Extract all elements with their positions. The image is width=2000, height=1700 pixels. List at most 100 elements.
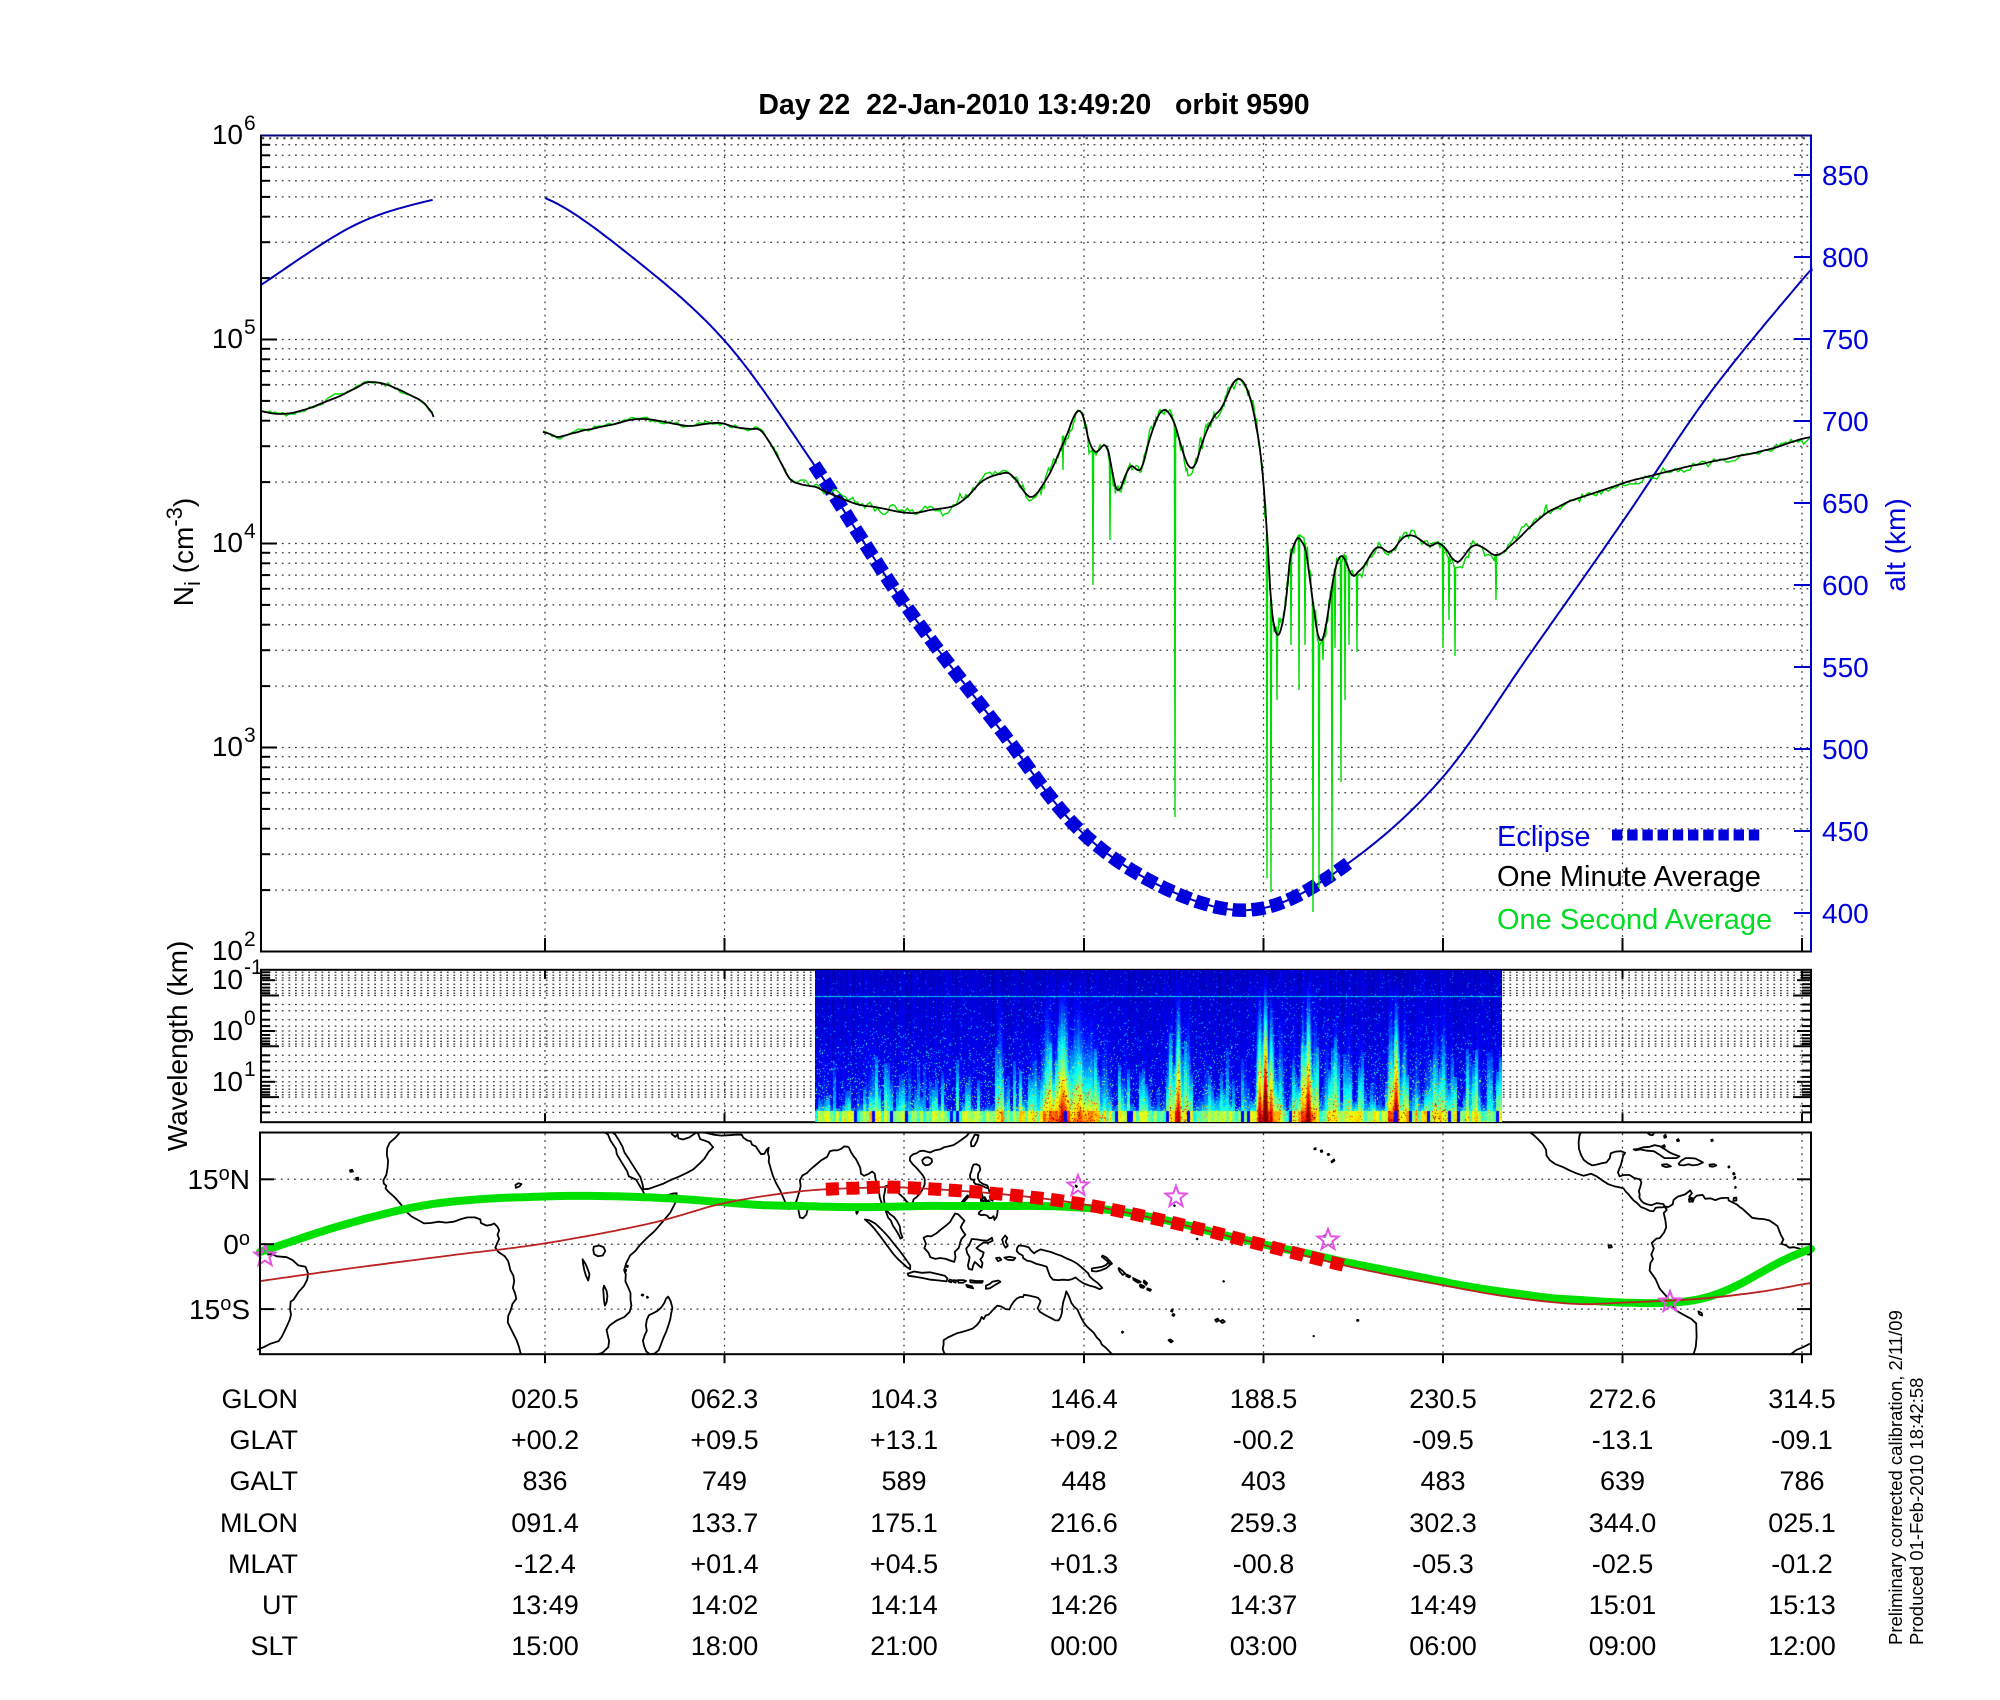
svg-text:+09.5: +09.5 — [690, 1425, 758, 1455]
svg-text:-12.4: -12.4 — [514, 1549, 576, 1579]
svg-text:700: 700 — [1822, 406, 1869, 437]
svg-text:0o: 0o — [223, 1228, 250, 1260]
svg-text:Produced 01-Feb-2010 18:42:58: Produced 01-Feb-2010 18:42:58 — [1906, 1378, 1927, 1645]
svg-text:5: 5 — [244, 316, 256, 339]
svg-text:-09.5: -09.5 — [1412, 1425, 1474, 1455]
svg-text:10: 10 — [212, 119, 243, 150]
svg-text:400: 400 — [1822, 898, 1869, 929]
svg-text:344.0: 344.0 — [1589, 1508, 1657, 1538]
svg-text:10: 10 — [212, 1066, 243, 1097]
svg-text:786: 786 — [1779, 1466, 1824, 1496]
svg-text:-13.1: -13.1 — [1592, 1425, 1654, 1455]
svg-text:10: 10 — [212, 1015, 243, 1046]
svg-text:272.6: 272.6 — [1589, 1384, 1657, 1414]
svg-text:448: 448 — [1061, 1466, 1106, 1496]
svg-text:2: 2 — [244, 928, 256, 951]
svg-text:550: 550 — [1822, 652, 1869, 683]
svg-text:-00.2: -00.2 — [1233, 1425, 1295, 1455]
svg-text:639: 639 — [1600, 1466, 1645, 1496]
svg-text:146.4: 146.4 — [1050, 1384, 1118, 1414]
svg-text:alt (km): alt (km) — [1880, 498, 1911, 591]
svg-text:MLON: MLON — [220, 1508, 298, 1538]
svg-text:10: 10 — [212, 964, 243, 995]
svg-text:230.5: 230.5 — [1409, 1384, 1477, 1414]
svg-text:314.5: 314.5 — [1768, 1384, 1836, 1414]
svg-text:403: 403 — [1241, 1466, 1286, 1496]
svg-text:+01.3: +01.3 — [1050, 1549, 1118, 1579]
svg-text:133.7: 133.7 — [691, 1508, 759, 1538]
svg-text:4: 4 — [244, 520, 256, 543]
svg-text:091.4: 091.4 — [511, 1508, 579, 1538]
svg-text:GLON: GLON — [221, 1384, 298, 1414]
svg-text:650: 650 — [1822, 488, 1869, 519]
svg-text:450: 450 — [1822, 816, 1869, 847]
svg-text:589: 589 — [881, 1466, 926, 1496]
svg-text:-00.8: -00.8 — [1233, 1549, 1295, 1579]
svg-text:Ni (cm-3): Ni (cm-3) — [162, 498, 205, 606]
svg-text:188.5: 188.5 — [1230, 1384, 1298, 1414]
svg-text:+13.1: +13.1 — [870, 1425, 938, 1455]
svg-text:750: 750 — [1822, 324, 1869, 355]
svg-text:025.1: 025.1 — [1768, 1508, 1836, 1538]
svg-text:12:00: 12:00 — [1768, 1631, 1836, 1661]
svg-text:062.3: 062.3 — [691, 1384, 759, 1414]
svg-text:104.3: 104.3 — [870, 1384, 938, 1414]
svg-text:18:00: 18:00 — [691, 1631, 759, 1661]
svg-text:One Second Average: One Second Average — [1497, 904, 1772, 936]
svg-text:836: 836 — [522, 1466, 567, 1496]
svg-text:3: 3 — [244, 724, 256, 747]
svg-text:302.3: 302.3 — [1409, 1508, 1477, 1538]
svg-text:Day 22 22-Jan-2010 13:49:20: Day 22 22-Jan-2010 13:49:20 orbit 9590 — [758, 89, 1309, 121]
svg-text:1: 1 — [244, 1058, 256, 1081]
svg-text:-02.5: -02.5 — [1592, 1549, 1654, 1579]
svg-text:GALT: GALT — [229, 1466, 298, 1496]
svg-text:15oS: 15oS — [189, 1293, 250, 1325]
svg-text:14:26: 14:26 — [1050, 1590, 1118, 1620]
svg-text:Wavelength (km): Wavelength (km) — [162, 941, 193, 1152]
svg-text:14:37: 14:37 — [1230, 1590, 1298, 1620]
svg-text:10: 10 — [212, 323, 243, 354]
svg-text:020.5: 020.5 — [511, 1384, 579, 1414]
svg-text:13:49: 13:49 — [511, 1590, 579, 1620]
svg-text:216.6: 216.6 — [1050, 1508, 1118, 1538]
svg-text:500: 500 — [1822, 734, 1869, 765]
svg-text:6: 6 — [244, 112, 256, 135]
svg-text:UT: UT — [262, 1590, 298, 1620]
svg-text:-09.1: -09.1 — [1771, 1425, 1833, 1455]
svg-text:SLT: SLT — [250, 1631, 298, 1661]
svg-text:15:00: 15:00 — [511, 1631, 579, 1661]
svg-text:15:13: 15:13 — [1768, 1590, 1836, 1620]
svg-text:-1: -1 — [244, 956, 263, 979]
svg-text:One Minute Average: One Minute Average — [1497, 861, 1761, 893]
svg-text:+09.2: +09.2 — [1050, 1425, 1118, 1455]
svg-text:GLAT: GLAT — [229, 1425, 298, 1455]
svg-text:Preliminary corrected calibrat: Preliminary corrected calibration, 2/11/… — [1885, 1310, 1906, 1645]
svg-text:+04.5: +04.5 — [870, 1549, 938, 1579]
svg-text:Eclipse: Eclipse — [1497, 821, 1591, 853]
svg-text:+01.4: +01.4 — [690, 1549, 758, 1579]
svg-text:21:00: 21:00 — [870, 1631, 938, 1661]
svg-text:15oN: 15oN — [187, 1163, 250, 1195]
svg-text:14:02: 14:02 — [691, 1590, 759, 1620]
svg-text:10: 10 — [212, 527, 243, 558]
svg-text:259.3: 259.3 — [1230, 1508, 1298, 1538]
svg-text:600: 600 — [1822, 570, 1869, 601]
svg-text:14:14: 14:14 — [870, 1590, 938, 1620]
svg-text:800: 800 — [1822, 242, 1869, 273]
svg-text:-05.3: -05.3 — [1412, 1549, 1474, 1579]
svg-text:15:01: 15:01 — [1589, 1590, 1657, 1620]
svg-text:10: 10 — [212, 731, 243, 762]
svg-text:10: 10 — [212, 935, 243, 966]
svg-text:+00.2: +00.2 — [511, 1425, 579, 1455]
svg-text:-01.2: -01.2 — [1771, 1549, 1833, 1579]
svg-text:14:49: 14:49 — [1409, 1590, 1477, 1620]
svg-text:03:00: 03:00 — [1230, 1631, 1298, 1661]
svg-text:175.1: 175.1 — [870, 1508, 938, 1538]
svg-text:MLAT: MLAT — [228, 1549, 298, 1579]
svg-text:0: 0 — [244, 1007, 256, 1030]
svg-text:09:00: 09:00 — [1589, 1631, 1657, 1661]
svg-text:00:00: 00:00 — [1050, 1631, 1118, 1661]
svg-text:483: 483 — [1420, 1466, 1465, 1496]
svg-text:850: 850 — [1822, 160, 1869, 191]
svg-text:749: 749 — [702, 1466, 747, 1496]
